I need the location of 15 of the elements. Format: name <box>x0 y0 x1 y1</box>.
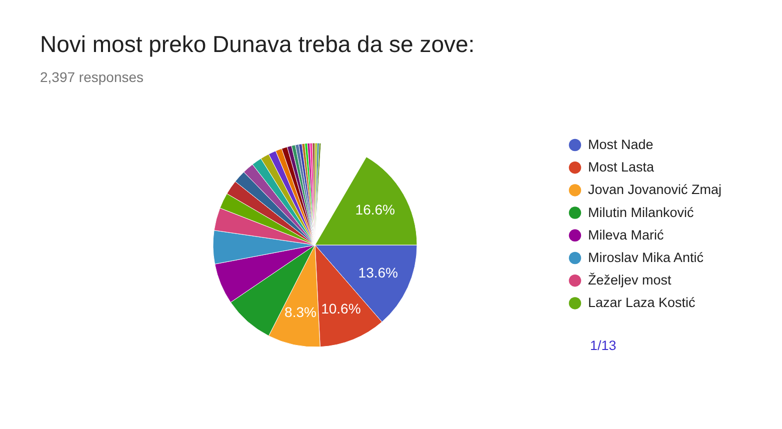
chart-title: Novi most preko Dunava treba da se zove: <box>40 31 475 57</box>
data-label: 16.6% <box>355 201 395 218</box>
data-label: 13.6% <box>358 264 398 281</box>
legend-label: Mileva Marić <box>588 227 664 242</box>
text: 2,397 responses <box>40 69 144 85</box>
data-label: 10.6% <box>321 300 361 316</box>
legend-label: Most Lasta <box>588 160 655 175</box>
legend-label: Žeželjev most <box>588 272 672 288</box>
legend-label: Milutin Milanković <box>588 204 694 220</box>
data-label: 8.3% <box>284 304 316 320</box>
legend-label: Miroslav Mika Antić <box>588 250 704 265</box>
legend-label: Most Nade <box>588 137 654 152</box>
text: 1/13 <box>590 338 616 353</box>
legend-label: Lazar Laza Kostić <box>588 295 696 310</box>
legend-label: Jovan Jovanović Zmaj <box>588 182 722 198</box>
